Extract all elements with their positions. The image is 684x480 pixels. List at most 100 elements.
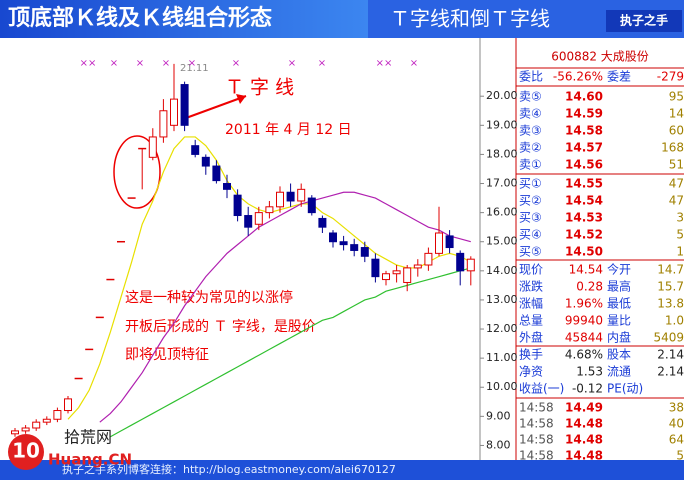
chart-title: Ｔ字线和倒Ｔ字线 bbox=[390, 7, 550, 31]
candle-body bbox=[32, 421, 41, 429]
panel-label: 14:58 bbox=[519, 417, 554, 431]
panel-label: 买⑤ bbox=[519, 245, 542, 259]
arrow-head bbox=[236, 94, 246, 104]
panel-header: 600882 大成股份 bbox=[551, 50, 649, 64]
panel-volume: 38 bbox=[669, 401, 684, 415]
panel-label: 收益(一) bbox=[519, 382, 564, 396]
panel-value: 5409 bbox=[653, 331, 684, 345]
y-tick-label: 8.00 bbox=[486, 438, 511, 451]
panel-label: 今开 bbox=[607, 262, 631, 277]
y-tick-label: 13.00 bbox=[486, 293, 518, 306]
logo-badge bbox=[8, 434, 44, 470]
panel-price: 14.48 bbox=[565, 433, 603, 447]
panel-value: 2.14 bbox=[657, 365, 684, 379]
peak-label: 21.11 bbox=[180, 63, 209, 74]
candle-body bbox=[254, 212, 263, 225]
panel-label: 外盘 bbox=[519, 330, 543, 345]
panel-label: PE(动) bbox=[607, 382, 643, 396]
panel-value: 4.68% bbox=[565, 348, 603, 362]
panel-label: 委比 bbox=[519, 70, 543, 84]
panel-value: 1.96% bbox=[565, 297, 603, 311]
arrow-line bbox=[185, 95, 247, 119]
banner-tag: 执子之手 bbox=[620, 13, 668, 28]
panel-price: 14.56 bbox=[565, 158, 603, 172]
candle-body bbox=[180, 84, 189, 126]
y-tick-label: 17.00 bbox=[486, 177, 518, 190]
signal-mark: × bbox=[188, 58, 196, 69]
panel-label: 14:58 bbox=[519, 433, 554, 447]
plot: 20.0019.0018.0017.0016.0015.0014.0013.00… bbox=[11, 50, 684, 463]
panel-volume: 5 bbox=[676, 449, 684, 463]
panel-label: 14:58 bbox=[519, 401, 554, 415]
panel-price: 14.48 bbox=[565, 417, 603, 431]
signal-mark: × bbox=[410, 58, 418, 69]
candle-body bbox=[329, 232, 337, 243]
highlight-circle bbox=[113, 135, 161, 209]
panel-price: 14.53 bbox=[565, 211, 603, 225]
candle-body bbox=[276, 191, 284, 208]
panel-volume: 40 bbox=[669, 417, 684, 431]
panel-price: 14.54 bbox=[565, 194, 603, 208]
banner-left bbox=[0, 0, 368, 38]
panel-value: 0.28 bbox=[576, 280, 603, 294]
panel-label: 卖⑤ bbox=[519, 90, 542, 104]
candle-body bbox=[424, 252, 433, 266]
panel-volume: 1 bbox=[676, 245, 684, 259]
panel-volume: 51 bbox=[669, 158, 684, 172]
panel-value: 1.0 bbox=[665, 314, 684, 328]
candle-body bbox=[265, 206, 274, 214]
panel-label: 卖① bbox=[519, 158, 542, 172]
candle-body bbox=[170, 98, 178, 126]
panel-label: 内盘 bbox=[607, 330, 631, 345]
candle-body bbox=[413, 264, 422, 269]
panel-value: 99940 bbox=[565, 314, 603, 328]
y-tick-label: 14.00 bbox=[486, 264, 518, 277]
logo-domain: Huang.CN bbox=[48, 451, 132, 469]
candle-body bbox=[360, 247, 369, 257]
panel-price: 14.52 bbox=[565, 228, 603, 242]
panel-label: 买① bbox=[519, 177, 542, 191]
banner-tag-box bbox=[606, 10, 682, 32]
panel-label: 最高 bbox=[607, 279, 631, 294]
candle-body bbox=[456, 252, 465, 272]
panel-price: 14.57 bbox=[565, 141, 603, 155]
panel-label: 净资 bbox=[519, 365, 543, 379]
signal-mark: × bbox=[288, 58, 296, 69]
candle-body bbox=[42, 418, 51, 423]
panel-value: 14.54 bbox=[569, 263, 603, 277]
panel-label: 买④ bbox=[519, 228, 542, 242]
y-tick-label: 15.00 bbox=[486, 235, 518, 248]
candle-body bbox=[435, 232, 443, 254]
y-tick-label: 20.00 bbox=[486, 89, 518, 102]
candle-body bbox=[212, 165, 221, 182]
panel-value: 45844 bbox=[565, 331, 603, 345]
panel-volume: 3 bbox=[676, 211, 684, 225]
logo-name: 拾荒网 bbox=[64, 428, 112, 447]
candle-body bbox=[286, 191, 295, 202]
candle-body bbox=[21, 427, 30, 432]
annotation: 这是一种较为常见的以涨停 bbox=[125, 289, 293, 306]
signal-mark: × bbox=[162, 58, 170, 69]
panel-label: 买② bbox=[519, 194, 542, 208]
y-tick-label: 19.00 bbox=[486, 118, 518, 131]
candle-body bbox=[148, 136, 157, 158]
candle-body bbox=[191, 145, 200, 155]
panel-label: 股本 bbox=[607, 348, 631, 362]
candle-body bbox=[382, 273, 390, 281]
signal-mark: ×× bbox=[80, 58, 97, 69]
footer-bar bbox=[0, 460, 684, 480]
panel-label: 总量 bbox=[519, 314, 543, 328]
panel-value: 14.7 bbox=[657, 263, 684, 277]
candle-body bbox=[371, 258, 380, 278]
candle-body bbox=[466, 258, 475, 272]
signal-mark: × bbox=[232, 58, 240, 69]
candle-body bbox=[53, 410, 62, 420]
y-tick-label: 16.00 bbox=[486, 206, 518, 219]
y-tick-label: 10.00 bbox=[486, 380, 518, 393]
candle-body bbox=[392, 270, 401, 275]
panel-label: 涨幅 bbox=[519, 296, 543, 311]
panel-price: 14.60 bbox=[565, 90, 603, 104]
panel-label: 涨跌 bbox=[519, 279, 543, 294]
y-tick-label: 18.00 bbox=[486, 147, 518, 160]
